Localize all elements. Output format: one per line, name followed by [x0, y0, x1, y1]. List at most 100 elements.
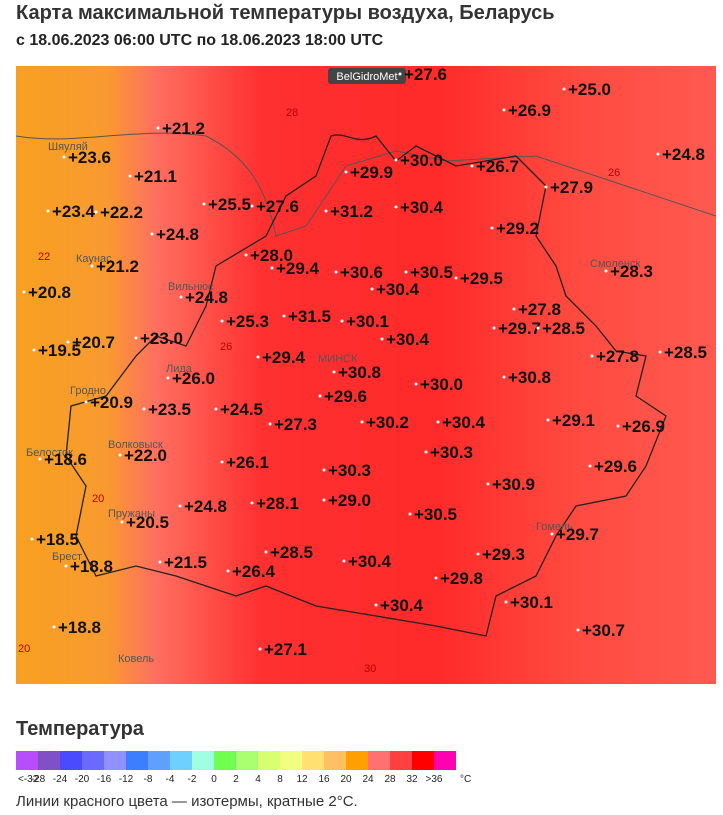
temperature-label: +27.8 — [596, 347, 639, 366]
station-dot — [342, 559, 346, 563]
station-dot — [332, 370, 336, 374]
temperature-label: +24.8 — [185, 288, 228, 307]
station-dot — [142, 407, 146, 411]
temperature-label: +22.2 — [100, 203, 143, 222]
temperature-label: +27.8 — [518, 300, 561, 319]
station-dot — [588, 464, 592, 468]
temperature-label: +29.1 — [552, 411, 595, 430]
legend-label: -8 — [144, 774, 153, 785]
temperature-label: +30.3 — [430, 443, 473, 462]
station-dot — [604, 269, 608, 273]
isoline-label: 20 — [18, 643, 30, 655]
station-dot — [178, 504, 182, 508]
isoline-label: 26 — [608, 167, 620, 179]
temperature-label: +24.5 — [220, 400, 263, 419]
legend-swatch — [390, 751, 412, 770]
legend-swatch — [368, 751, 390, 770]
temperature-label: +21.2 — [96, 257, 139, 276]
station-dot — [66, 340, 70, 344]
station-dot — [258, 647, 262, 651]
station-dot — [22, 290, 26, 294]
station-dot — [576, 628, 580, 632]
legend-swatch — [412, 751, 434, 770]
temperature-label: +22.0 — [124, 446, 167, 465]
temperature-label: +21.2 — [162, 119, 205, 138]
legend-swatch — [16, 751, 38, 770]
temperature-label: +26.9 — [622, 417, 665, 436]
station-dot — [90, 264, 94, 268]
temperature-label: +25.3 — [226, 312, 269, 331]
station-dot — [220, 319, 224, 323]
legend-unit: °C — [460, 774, 471, 785]
temperature-label: +29.8 — [440, 569, 483, 588]
temperature-label: +20.7 — [72, 333, 115, 352]
station-dot — [268, 422, 272, 426]
temperature-label: +30.8 — [338, 363, 381, 382]
temperature-label: +27.6 — [256, 197, 299, 216]
legend-label: 24 — [362, 774, 374, 785]
temperature-label: +30.4 — [348, 552, 392, 571]
station-dot — [502, 108, 506, 112]
city-name: Каунас — [76, 253, 112, 265]
legend: <-32-28 -24 -20 -16 -12 -8 -4 -2 0 2 4 8 12 16 20 24 28 3… — [16, 751, 471, 785]
temperature-label: +29.3 — [482, 545, 525, 564]
temperature-label: +30.5 — [414, 505, 457, 524]
temperature-label: +29.0 — [328, 491, 371, 510]
temperature-label: +30.6 — [340, 263, 383, 282]
station-dot — [250, 204, 254, 208]
temperature-label: +25.0 — [568, 80, 611, 99]
temperature-label: +27.1 — [264, 640, 307, 659]
temperature-label: +23.6 — [68, 148, 111, 167]
isoline-label: 20 — [92, 493, 104, 505]
station-dot — [118, 453, 122, 457]
station-dot — [504, 600, 508, 604]
station-dot — [414, 382, 418, 386]
station-dot — [490, 226, 494, 230]
temperature-label: +30.4 — [442, 413, 486, 432]
station-dot — [374, 603, 378, 607]
temperature-label: +29.7 — [556, 525, 599, 544]
temperature-label: +21.5 — [164, 553, 207, 572]
temperature-label: +30.8 — [508, 368, 551, 387]
temperature-label: +27.9 — [550, 178, 593, 197]
temperature-label: +30.5 — [410, 263, 453, 282]
station-dot — [546, 418, 550, 422]
station-dot — [226, 569, 230, 573]
temperature-label: +30.2 — [366, 413, 409, 432]
station-dot — [128, 174, 132, 178]
temperature-label: +28.1 — [256, 494, 299, 513]
legend-label: 8 — [277, 774, 283, 785]
station-dot — [394, 158, 398, 162]
temperature-label: +30.0 — [420, 375, 463, 394]
temperature-label: +25.5 — [208, 195, 251, 214]
station-dot — [340, 319, 344, 323]
city-name: Пружаны — [108, 508, 155, 520]
temperature-label: +18.8 — [70, 557, 113, 576]
temperature-label: +23.5 — [148, 400, 191, 419]
station-dot — [370, 287, 374, 291]
legend-note: Линии красного цвета — изотермы, кратные… — [16, 793, 358, 810]
legend-swatch — [38, 751, 60, 770]
temperature-label: +27.3 — [274, 415, 317, 434]
station-dot — [492, 326, 496, 330]
temperature-label: +19.5 — [38, 341, 81, 360]
station-dot — [270, 266, 274, 270]
temperature-label: +24.8 — [184, 497, 227, 516]
temperature-label: +20.8 — [28, 283, 71, 302]
legend-label: 12 — [296, 774, 308, 785]
legend-label: 20 — [340, 774, 352, 785]
temperature-label: +30.4 — [400, 198, 444, 217]
legend-label: 2 — [233, 774, 239, 785]
temperature-label: +23.4 — [52, 202, 96, 221]
station-dot — [264, 550, 268, 554]
station-dot — [590, 354, 594, 358]
station-dot — [470, 164, 474, 168]
station-dot — [324, 209, 328, 213]
temperature-label: +30.0 — [400, 151, 443, 170]
legend-swatch — [280, 751, 302, 770]
station-dot — [408, 512, 412, 516]
legend-swatch — [148, 751, 170, 770]
temperature-label: +30.4 — [376, 280, 420, 299]
legend-label: -2 — [188, 774, 197, 785]
station-dot — [322, 498, 326, 502]
